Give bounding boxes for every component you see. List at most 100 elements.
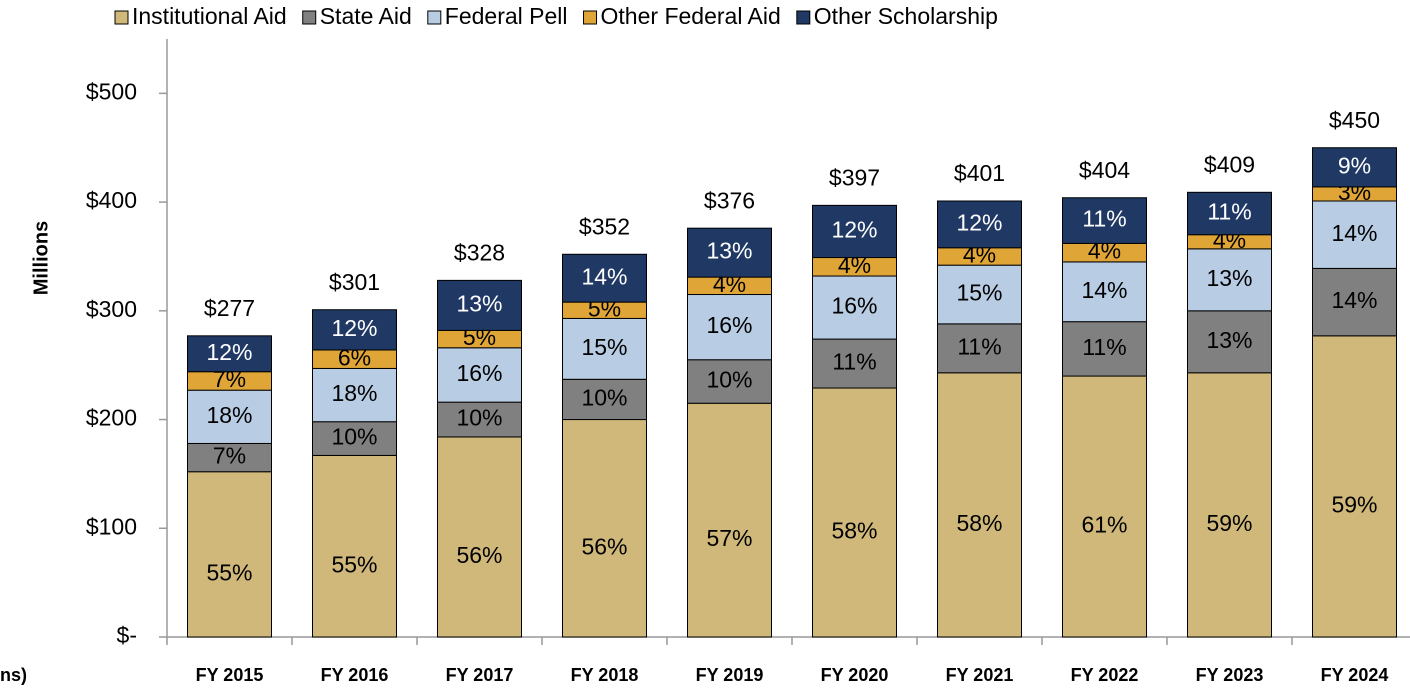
y-tick-label: $200 <box>86 405 137 431</box>
data-label: 16% <box>456 360 502 386</box>
total-label: $401 <box>954 160 1005 186</box>
bar-segment <box>937 372 1022 638</box>
bar-segment <box>1062 197 1147 244</box>
x-tick-label: FY 2017 <box>446 665 514 685</box>
bar-segment <box>687 294 772 361</box>
bar-segment <box>1312 200 1397 269</box>
bar-segment <box>687 227 772 278</box>
bar-segment <box>812 275 897 340</box>
bar-segment <box>812 204 897 259</box>
bar-segment <box>187 471 272 638</box>
data-label: 56% <box>581 533 627 559</box>
data-label: 57% <box>706 525 752 551</box>
y-tick-label: $500 <box>86 78 137 104</box>
bar-segment <box>687 359 772 404</box>
data-label: 12% <box>206 339 252 365</box>
data-label: 13% <box>706 238 752 264</box>
y-axis-label: Millions <box>30 221 52 295</box>
bar-segment <box>1062 375 1147 638</box>
data-label: 13% <box>1206 327 1252 353</box>
bar-segment <box>1187 310 1272 374</box>
data-label: 12% <box>331 315 377 341</box>
data-label: 12% <box>956 209 1002 235</box>
legend-swatch <box>796 10 811 25</box>
legend-label: Other Scholarship <box>814 3 998 29</box>
total-label: $450 <box>1329 107 1380 133</box>
bar-segment <box>312 367 397 423</box>
bar-segment <box>437 279 522 331</box>
bar-segment <box>312 309 397 351</box>
data-label: 58% <box>956 510 1002 536</box>
bar-segment <box>687 402 772 638</box>
data-label: 11% <box>1082 206 1126 232</box>
y-tick-label: $400 <box>86 187 137 213</box>
total-label: $409 <box>1204 151 1255 177</box>
data-label: 11% <box>957 333 1001 359</box>
bar-segment <box>437 401 522 438</box>
data-label: 15% <box>581 334 627 360</box>
bar-segment <box>1312 147 1397 188</box>
bar-segment <box>1187 248 1272 312</box>
data-label: 59% <box>1331 491 1377 517</box>
data-label: 11% <box>832 349 876 375</box>
legend-label: Institutional Aid <box>132 3 287 29</box>
data-label: 13% <box>1206 265 1252 291</box>
x-tick-label: FY 2019 <box>696 665 764 685</box>
data-label: 14% <box>1331 287 1377 313</box>
data-label: 10% <box>581 385 627 411</box>
total-label: $328 <box>454 239 505 265</box>
data-label: 13% <box>456 290 502 316</box>
data-label: 61% <box>1081 512 1127 538</box>
bar-segment <box>562 378 647 421</box>
bar-segment <box>1187 372 1272 638</box>
data-label: 10% <box>456 405 502 431</box>
bar-segment <box>1062 321 1147 377</box>
bar-segment <box>937 323 1022 374</box>
data-label: 7% <box>213 443 246 469</box>
legend-swatch <box>427 10 442 25</box>
data-label: 18% <box>331 380 377 406</box>
x-tick-label: FY 2021 <box>946 665 1014 685</box>
x-tick-label: FY 2024 <box>1321 665 1389 685</box>
data-label: 58% <box>831 518 877 544</box>
bar-segment <box>312 454 397 638</box>
note: ns) <box>0 665 27 685</box>
x-tick-label: FY 2018 <box>571 665 639 685</box>
x-tick-label: FY 2022 <box>1071 665 1139 685</box>
bar-segment <box>812 387 897 638</box>
data-label: 15% <box>956 280 1002 306</box>
bar-segment <box>1187 191 1272 236</box>
legend-swatch <box>114 10 129 25</box>
data-label: 9% <box>1338 152 1371 178</box>
bar-segment <box>1312 267 1397 337</box>
data-label: 59% <box>1206 510 1252 536</box>
data-label: 11% <box>1082 334 1126 360</box>
y-tick-label: $300 <box>86 296 137 322</box>
x-tick-label: FY 2020 <box>821 665 889 685</box>
total-label: $404 <box>1079 157 1130 183</box>
data-label: 16% <box>831 293 877 319</box>
total-label: $376 <box>704 187 755 213</box>
data-label: 55% <box>206 559 252 585</box>
bar-segment <box>812 338 897 389</box>
total-label: $301 <box>329 269 380 295</box>
bar-segment <box>437 436 522 638</box>
legend-label: Other Federal Aid <box>601 3 781 29</box>
data-label: 10% <box>331 424 377 450</box>
bar-segment <box>937 200 1022 249</box>
bar-segment <box>1312 335 1397 638</box>
data-label: 55% <box>331 551 377 577</box>
bar-segment <box>1062 261 1147 323</box>
total-label: $277 <box>204 295 255 321</box>
data-label: 16% <box>706 312 752 338</box>
data-label: 18% <box>206 402 252 428</box>
legend-swatch <box>583 10 598 25</box>
bar-segment <box>187 335 272 373</box>
total-label: $352 <box>579 213 630 239</box>
y-tick-label: $100 <box>86 513 137 539</box>
data-label: 56% <box>456 542 502 568</box>
x-tick-label: FY 2023 <box>1196 665 1264 685</box>
data-label: 12% <box>831 217 877 243</box>
bar-segment <box>562 419 647 638</box>
